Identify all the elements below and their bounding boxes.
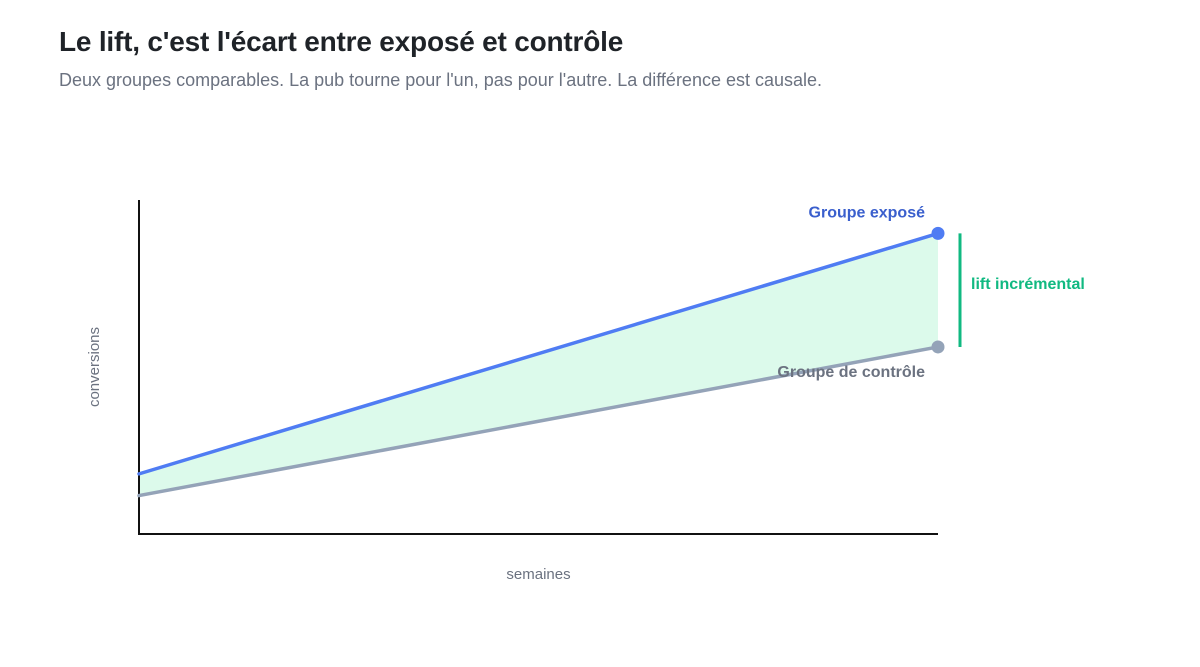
control-group-line	[137, 345, 940, 498]
exposed-group-endpoint	[931, 226, 945, 240]
x-axis-label: semaines	[506, 566, 570, 583]
exposed-group-line	[137, 231, 940, 476]
exposed-group-label: Groupe exposé	[809, 204, 926, 221]
page-subtitle: Deux groupes comparables. La pub tourne …	[59, 70, 823, 90]
lift-annotation-label: lift incrémental	[971, 276, 1085, 293]
y-axis-label: conversions	[86, 327, 103, 407]
control-group-endpoint	[931, 340, 945, 354]
lift-gap-area	[139, 233, 938, 496]
page-title: Le lift, c'est l'écart entre exposé et c…	[59, 26, 624, 57]
control-group-label: Groupe de contrôle	[777, 364, 925, 381]
